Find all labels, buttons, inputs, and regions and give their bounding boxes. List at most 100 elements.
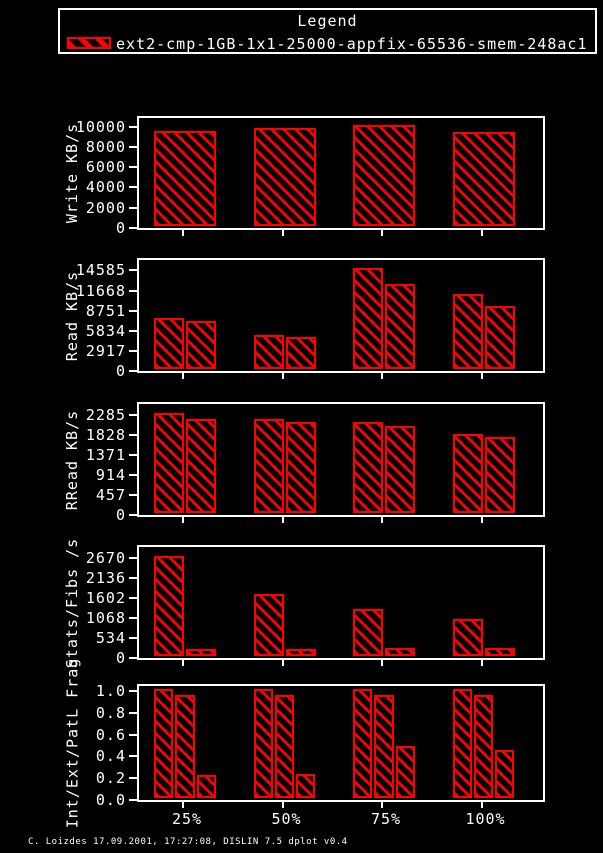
bar [452,132,515,226]
y-tick-label: 14585 [75,261,126,280]
bar-group-50% [253,419,316,513]
bar-group-50% [253,334,316,369]
chart-2: Read KB/s 0 2917 5834 8751 11668 14585 [0,258,603,380]
bar-group-25% [154,556,216,656]
bar [253,594,284,656]
bar [285,422,316,513]
x-tick-mark [182,660,184,666]
y-tick-label: 0 [115,649,126,667]
bar [484,305,515,369]
y-tick-label: 2670 [85,549,126,568]
bar-group-100% [452,434,515,513]
y-tick-mark [129,454,137,457]
x-tick-mark [381,660,383,666]
bar [452,618,483,656]
bar [175,695,195,798]
y-tick-mark [129,637,137,640]
y-tick-label: 457 [95,486,126,505]
bar [253,419,284,513]
bar-group-50% [253,688,316,798]
chart-5: Int/Ext/PatL Frag 0.0 0.2 0.4 0.6 0.8 1.0 [0,658,603,828]
bar [353,124,415,226]
bar [473,695,494,798]
x-tick-mark [381,373,383,379]
bar [154,556,184,656]
bar [385,426,415,513]
y-tick-mark [129,329,137,332]
bar [452,434,483,513]
bar [452,688,472,798]
chart-4: Stats/Fibs /s 0 534 1068 1602 2136 2670 [0,537,603,668]
y-tick-mark [129,577,137,580]
x-tick-mark [281,802,284,808]
bar-group-25% [154,130,216,226]
y-tick-label: 0 [115,362,126,380]
legend-title: Legend [297,12,358,30]
bar-group-25% [154,413,216,513]
y-tick-mark [129,289,137,292]
y-tick-mark [129,309,137,312]
y-tick-mark [129,755,137,758]
y-tick-label: 0 [115,506,126,524]
x-tick-mark [182,373,184,379]
y-tick-label: 5834 [85,321,126,340]
y-tick-label: 2917 [85,341,126,360]
x-axis-label-100%: 100% [465,810,506,828]
y-tick-mark [129,597,137,600]
bar-group-75% [353,124,415,226]
y-tick-label: 2136 [85,569,126,588]
y-tick-label: 6000 [85,158,126,177]
footer-credit: C. Loizdes 17.09.2001, 17:27:08, DISLIN … [28,837,348,847]
bar-group-75% [353,268,415,369]
bar [253,688,273,798]
plot-frame [137,684,545,802]
y-tick-label: 0.8 [95,703,126,722]
y-tick-mark [129,657,137,659]
bar [452,293,483,369]
bar [285,648,316,656]
x-tick-mark [182,517,184,523]
x-tick-mark [281,230,284,236]
y-tick-label: 1068 [85,609,126,628]
plot-frame [137,545,545,660]
chart-3: RRead KB/s 0 457 914 1371 1828 2285 [0,402,603,524]
bar-group-25% [154,317,216,369]
y-tick-label: 2000 [85,198,126,217]
y-tick-label: 0 [115,219,126,237]
bar-group-75% [353,688,415,798]
x-tick-mark [381,517,383,523]
x-tick-mark [281,660,284,666]
y-tick-label: 1.0 [95,681,126,700]
y-tick-mark [129,474,137,477]
y-tick-mark [129,514,137,516]
y-tick-label: 2285 [85,406,126,425]
bar-group-100% [452,132,515,226]
y-tick-mark [129,799,137,801]
x-tick-mark [281,517,284,523]
plot-frame [137,258,545,373]
chart-1: Write KB/s 0 2000 4000 6000 8000 10000 [0,116,603,237]
y-tick-mark [129,777,137,780]
x-tick-mark [182,802,184,808]
y-tick-mark [129,494,137,497]
bar-group-25% [154,688,216,798]
bar-group-50% [253,594,316,656]
y-tick-mark [129,125,137,128]
x-tick-mark [480,230,483,236]
bar [353,422,383,513]
y-tick-mark [129,617,137,620]
bar [484,436,515,513]
y-tick-label: 0.4 [95,747,126,766]
bar [196,775,216,798]
y-tick-label: 534 [95,629,126,648]
x-tick-mark [480,373,483,379]
bar [385,284,415,369]
red-hatched-bar-swatch-icon [67,37,111,49]
bar-group-75% [353,608,415,656]
bar [253,334,284,369]
bar [374,695,394,798]
y-tick-label: 0.6 [95,725,126,744]
bar [395,745,415,798]
x-axis-label-75%: 75% [370,810,402,828]
